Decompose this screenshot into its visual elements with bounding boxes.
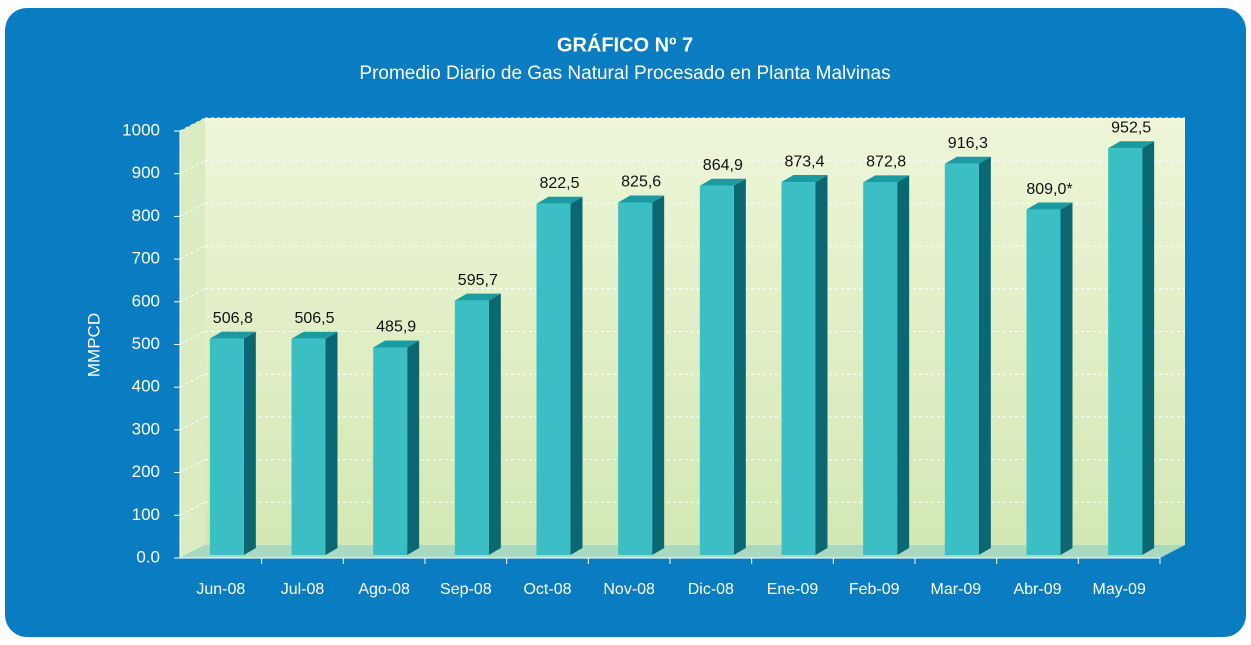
- bar-side: [652, 195, 665, 555]
- x-tick-label: Mar-09: [930, 581, 981, 598]
- value-label: 873,4: [784, 153, 824, 170]
- bar-top: [863, 175, 910, 183]
- y-axis-label: MMPCD: [84, 313, 103, 377]
- y-tick-label: 400: [132, 377, 160, 396]
- bar: [1026, 209, 1061, 555]
- bar-top: [944, 156, 991, 164]
- bar-side: [243, 331, 256, 555]
- bar: [863, 182, 898, 556]
- bar: [1108, 148, 1143, 555]
- bar: [618, 202, 653, 555]
- bar-side: [733, 178, 746, 556]
- floor: [180, 545, 1185, 558]
- bar-top: [618, 195, 665, 203]
- bar-side: [978, 156, 991, 555]
- bar: [781, 182, 816, 555]
- y-tick-label: 1000: [122, 120, 160, 139]
- bar-top: [781, 175, 828, 183]
- grid-line: [179, 459, 206, 474]
- bar-side: [325, 331, 338, 555]
- value-label: 872,8: [866, 154, 906, 171]
- y-tick-label: 200: [132, 462, 160, 481]
- y-tick-label: 700: [132, 249, 160, 268]
- bar-top: [454, 293, 501, 301]
- value-label: 485,9: [376, 319, 416, 336]
- x-tick-label: Nov-08: [603, 581, 655, 598]
- bar: [699, 185, 734, 556]
- y-tick-label: 300: [132, 419, 160, 438]
- x-tick-label: Jun-08: [196, 581, 245, 598]
- value-label: 595,7: [458, 272, 498, 289]
- x-tick-label: Sep-08: [440, 581, 492, 598]
- bar: [291, 338, 326, 555]
- bar: [454, 300, 489, 555]
- value-label: 916,3: [948, 135, 988, 152]
- bar-top: [1108, 141, 1155, 149]
- back-wall: [205, 118, 1185, 545]
- bar-top: [209, 331, 256, 339]
- grid-line: [179, 202, 206, 217]
- x-tick-label: Oct-08: [523, 581, 571, 598]
- grid-line: [179, 117, 206, 132]
- x-tick-label: May-09: [1092, 581, 1145, 598]
- grid-line: [179, 373, 206, 388]
- x-tick-label: Feb-09: [849, 581, 900, 598]
- x-tick-label: Ago-08: [358, 581, 410, 598]
- value-label: 825,6: [621, 174, 661, 191]
- bar-top: [291, 331, 338, 339]
- x-tick-label: Ene-09: [767, 581, 819, 598]
- x-tick-label: Dic-08: [688, 581, 734, 598]
- chart-title: GRÁFICO Nº 7: [557, 33, 693, 56]
- grid-line: [179, 160, 206, 175]
- bar-side: [897, 175, 910, 556]
- value-label: 864,9: [703, 157, 743, 174]
- x-tick-label: Abr-09: [1013, 581, 1061, 598]
- bar-top: [536, 196, 583, 204]
- bar: [944, 163, 979, 555]
- y-tick-label: 500: [132, 334, 160, 353]
- y-tick-label: 900: [132, 163, 160, 182]
- value-label: 506,8: [213, 310, 253, 327]
- bar: [209, 338, 244, 555]
- value-label: 506,5: [294, 310, 334, 327]
- bar-top: [373, 340, 420, 348]
- y-tick-label: 800: [132, 206, 160, 225]
- bar-side: [815, 175, 828, 555]
- bar-side: [1060, 202, 1073, 555]
- value-label: 809,0*: [1026, 181, 1072, 198]
- grid-line: [179, 331, 206, 345]
- bar-top: [699, 178, 746, 186]
- bar-side: [1142, 141, 1155, 555]
- grid-line: [179, 288, 206, 303]
- y-tick-label: 100: [132, 505, 160, 524]
- y-tick-label: 600: [132, 291, 160, 310]
- grid-line: [179, 245, 206, 260]
- grid-line: [179, 501, 206, 516]
- chart-subtitle: Promedio Diario de Gas Natural Procesado…: [359, 63, 890, 84]
- x-tick-label: Jul-08: [281, 581, 325, 598]
- grid-line: [179, 416, 206, 431]
- bar-side: [407, 340, 420, 555]
- bar-top: [1026, 202, 1073, 210]
- y-tick-label: 0.0: [136, 547, 160, 566]
- bar: [536, 203, 571, 556]
- bar-side: [488, 293, 501, 555]
- bar-side: [570, 196, 583, 556]
- bar: [373, 347, 408, 555]
- value-label: 822,5: [539, 175, 579, 192]
- value-label: 952,5: [1111, 120, 1151, 137]
